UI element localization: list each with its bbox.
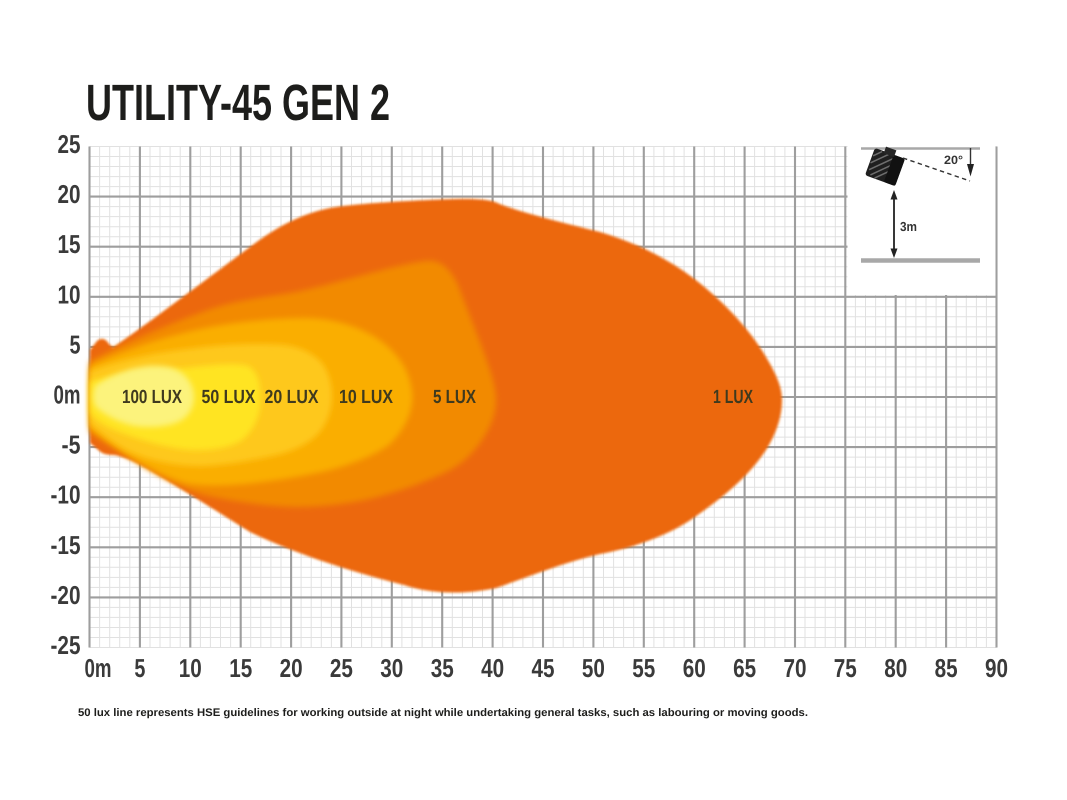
svg-text:5: 5 xyxy=(70,329,81,359)
svg-text:50 LUX: 50 LUX xyxy=(202,387,256,408)
svg-text:0m: 0m xyxy=(85,653,112,683)
svg-text:60: 60 xyxy=(683,653,706,683)
svg-text:70: 70 xyxy=(784,653,807,683)
svg-text:30: 30 xyxy=(380,653,403,683)
svg-text:10: 10 xyxy=(179,653,202,683)
svg-text:20 LUX: 20 LUX xyxy=(265,387,319,408)
svg-text:15: 15 xyxy=(229,653,252,683)
svg-text:0m: 0m xyxy=(54,380,81,410)
svg-text:80: 80 xyxy=(884,653,907,683)
svg-text:-20: -20 xyxy=(51,580,81,610)
svg-text:35: 35 xyxy=(431,653,454,683)
svg-text:-5: -5 xyxy=(62,430,81,460)
svg-text:15: 15 xyxy=(58,229,81,259)
svg-text:50: 50 xyxy=(582,653,605,683)
svg-text:-25: -25 xyxy=(51,630,81,660)
svg-text:20: 20 xyxy=(280,653,303,683)
svg-text:3m: 3m xyxy=(900,219,917,234)
svg-text:85: 85 xyxy=(935,653,958,683)
svg-text:75: 75 xyxy=(834,653,857,683)
svg-text:20: 20 xyxy=(58,179,81,209)
svg-text:10 LUX: 10 LUX xyxy=(339,387,393,408)
svg-text:65: 65 xyxy=(733,653,756,683)
svg-text:55: 55 xyxy=(632,653,655,683)
svg-text:25: 25 xyxy=(58,129,81,159)
svg-text:-15: -15 xyxy=(51,530,81,560)
svg-text:100 LUX: 100 LUX xyxy=(122,387,182,408)
svg-text:40: 40 xyxy=(481,653,504,683)
svg-text:5: 5 xyxy=(134,653,145,683)
svg-text:25: 25 xyxy=(330,653,353,683)
svg-text:10: 10 xyxy=(58,279,81,309)
svg-text:50 lux line represents HSE gui: 50 lux line represents HSE guidelines fo… xyxy=(78,707,808,719)
svg-text:5 LUX: 5 LUX xyxy=(433,387,476,408)
svg-text:UTILITY-45 GEN 2: UTILITY-45 GEN 2 xyxy=(86,74,390,131)
svg-text:45: 45 xyxy=(532,653,555,683)
svg-text:90: 90 xyxy=(985,653,1008,683)
svg-text:20°: 20° xyxy=(944,153,963,167)
svg-text:1 LUX: 1 LUX xyxy=(713,387,753,408)
svg-text:-10: -10 xyxy=(51,480,81,510)
